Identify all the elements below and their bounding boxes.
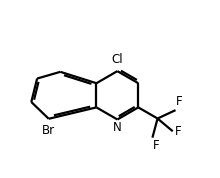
Text: F: F (176, 95, 183, 108)
Text: F: F (175, 125, 182, 138)
Text: N: N (113, 121, 122, 134)
Text: Br: Br (42, 124, 55, 137)
Text: Cl: Cl (112, 53, 123, 66)
Text: F: F (153, 139, 160, 152)
